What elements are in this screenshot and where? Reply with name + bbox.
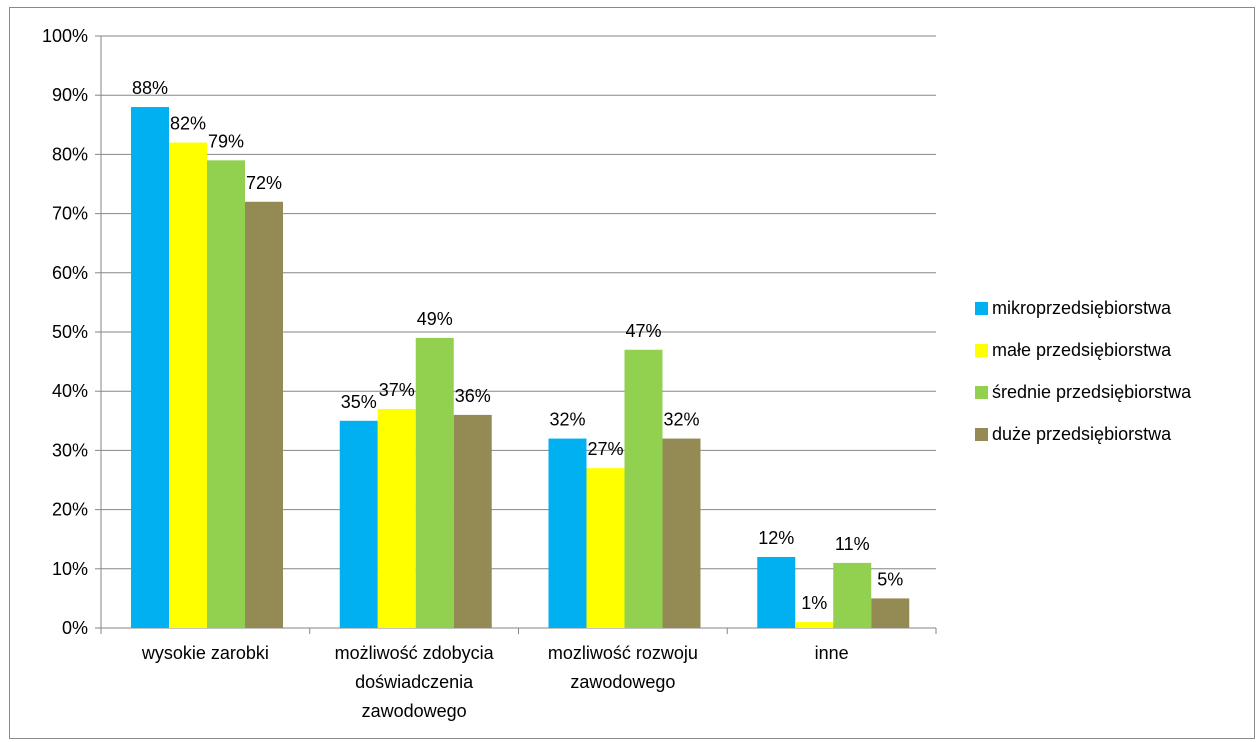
data-label: 79%: [208, 131, 244, 151]
data-label: 37%: [379, 380, 415, 400]
y-tick-label: 60%: [52, 263, 88, 283]
bar: [586, 468, 625, 628]
y-tick-label: 100%: [42, 26, 88, 46]
x-category-label: doświadczenia: [355, 672, 474, 692]
bar: [624, 349, 663, 628]
legend-swatch: [975, 344, 988, 357]
bar: [662, 438, 701, 628]
y-tick-label: 10%: [52, 559, 88, 579]
data-label: 35%: [341, 392, 377, 412]
y-tick-label: 50%: [52, 322, 88, 342]
bar: [339, 420, 378, 628]
data-label: 32%: [549, 410, 585, 430]
bar: [453, 414, 492, 628]
bar: [833, 562, 872, 628]
legend-label: mikroprzedsiębiorstwa: [992, 298, 1172, 318]
legend-swatch: [975, 428, 988, 441]
data-label: 36%: [455, 386, 491, 406]
legend-swatch: [975, 302, 988, 315]
data-label: 32%: [663, 410, 699, 430]
data-label: 27%: [587, 439, 623, 459]
y-tick-label: 80%: [52, 144, 88, 164]
data-label: 12%: [758, 528, 794, 548]
bar: [131, 107, 169, 629]
data-label: 11%: [835, 534, 870, 554]
y-tick-label: 30%: [52, 440, 88, 460]
y-tick-label: 0%: [62, 618, 88, 638]
data-label: 82%: [170, 114, 206, 134]
data-label: 1%: [801, 593, 827, 613]
legend-label: małe przedsiębiorstwa: [992, 340, 1172, 360]
bar: [377, 408, 416, 628]
legend-label: średnie przedsiębiorstwa: [992, 382, 1192, 402]
bar: [245, 201, 283, 628]
x-category-label: wysokie zarobki: [141, 643, 269, 663]
x-category-label: inne: [815, 643, 849, 663]
bar: [415, 337, 454, 628]
x-category-label: mozliwość rozwoju: [548, 643, 698, 663]
bar: [795, 622, 834, 628]
y-tick-label: 90%: [52, 85, 88, 105]
data-label: 72%: [246, 173, 282, 193]
data-label: 49%: [417, 309, 453, 329]
bar: [871, 598, 910, 628]
bar: [169, 142, 207, 628]
data-label: 88%: [132, 78, 168, 98]
bar: [757, 556, 796, 628]
data-label: 5%: [877, 569, 903, 589]
bar: [207, 160, 245, 628]
y-tick-label: 70%: [52, 204, 88, 224]
x-category-label: zawodowego: [362, 701, 467, 721]
y-tick-label: 40%: [52, 381, 88, 401]
y-tick-label: 20%: [52, 500, 88, 520]
bar: [548, 438, 587, 628]
legend-swatch: [975, 386, 988, 399]
x-category-label: zawodowego: [570, 672, 675, 692]
data-label: 47%: [625, 321, 661, 341]
legend-label: duże przedsiębiorstwa: [992, 424, 1172, 444]
x-category-label: możliwość zdobycia: [335, 643, 495, 663]
